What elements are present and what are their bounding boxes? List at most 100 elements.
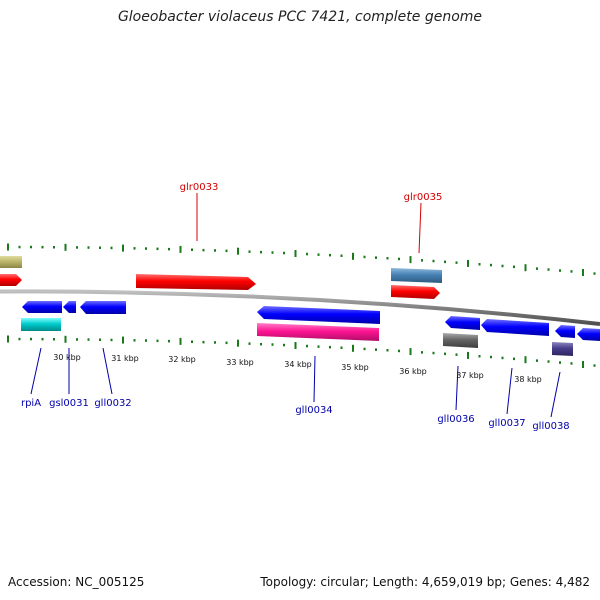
minor-tick: [593, 364, 596, 367]
minor-tick: [248, 342, 251, 345]
minor-tick: [191, 340, 193, 343]
minor-tick: [145, 339, 147, 342]
major-tick: [409, 256, 412, 264]
major-tick: [582, 361, 584, 368]
minor-tick: [363, 347, 366, 351]
feature-other-gll0034: [257, 323, 379, 341]
label-gll0038[interactable]: gll0038: [532, 421, 569, 432]
gene-glr0033[interactable]: [136, 274, 256, 290]
minor-tick: [455, 353, 458, 356]
minor-tick: [444, 260, 446, 264]
major-tick: [294, 342, 297, 349]
minor-tick: [306, 344, 308, 348]
gene-gll0037[interactable]: [481, 319, 549, 336]
minor-tick: [260, 250, 262, 254]
minor-tick: [41, 245, 44, 249]
label-rpiA[interactable]: rpiA: [21, 398, 41, 409]
leader-gll0036: [455, 365, 459, 411]
minor-tick: [490, 355, 492, 359]
major-tick: [409, 348, 412, 356]
minor-tick: [547, 360, 550, 363]
scale-labels: 30 kbp 31 kbp 32 kbp 33 kbp 34 kbp 35 kb…: [53, 353, 542, 384]
major-tick: [179, 245, 182, 253]
minor-tick: [398, 349, 400, 353]
gene-gll0034[interactable]: [257, 306, 380, 324]
genome-backbone: [0, 289, 600, 326]
minor-tick: [317, 345, 320, 348]
label-gll0036[interactable]: gll0036: [437, 414, 474, 425]
genome-summary-text: Topology: circular; Length: 4,659,019 bp…: [260, 575, 590, 589]
label-gll0032[interactable]: gll0032: [94, 398, 131, 409]
major-tick: [582, 269, 584, 276]
minor-tick: [501, 264, 504, 268]
minor-tick: [191, 248, 193, 251]
minor-tick: [30, 337, 32, 341]
scale-label: 32 kbp: [168, 355, 196, 364]
scale-label: 38 kbp: [514, 375, 542, 384]
label-gll0034[interactable]: gll0034: [295, 405, 332, 416]
gene-gll0032[interactable]: [80, 301, 126, 314]
leader-gll0032: [102, 347, 113, 395]
minor-tick: [478, 355, 481, 358]
gene-gll0036[interactable]: [445, 316, 480, 330]
forward-tick-track: [7, 243, 596, 276]
gene-rpiA[interactable]: [22, 301, 62, 313]
label-gll0037[interactable]: gll0037: [488, 418, 525, 429]
minor-tick: [455, 261, 458, 264]
leader-gll0034: [313, 355, 316, 403]
major-tick: [237, 339, 239, 347]
minor-tick: [306, 252, 308, 256]
minor-tick: [340, 254, 343, 257]
major-tick: [352, 344, 354, 352]
major-tick: [64, 335, 67, 343]
minor-tick: [593, 272, 596, 275]
major-tick: [237, 247, 239, 255]
minor-tick: [99, 246, 101, 249]
minor-tick: [363, 255, 366, 259]
feature-other-gll0038: [552, 342, 573, 356]
minor-tick: [53, 246, 55, 249]
minor-tick: [375, 348, 377, 351]
minor-tick: [513, 357, 515, 361]
major-tick: [524, 264, 527, 272]
minor-tick: [156, 339, 159, 343]
minor-tick: [18, 245, 21, 249]
minor-tick: [133, 247, 136, 250]
minor-tick: [76, 246, 78, 249]
minor-tick: [41, 337, 44, 341]
label-glr0035[interactable]: glr0035: [404, 192, 443, 203]
feature-other-left: [0, 256, 22, 268]
minor-tick: [513, 265, 515, 269]
minor-tick: [214, 341, 216, 344]
gene-left-forward: [0, 274, 22, 286]
minor-tick: [340, 346, 343, 349]
leader-rpiA: [30, 347, 42, 395]
minor-tick: [536, 267, 538, 270]
major-tick: [524, 356, 527, 364]
label-gsl0031[interactable]: gsl0031: [49, 398, 89, 409]
minor-tick: [386, 257, 389, 260]
leader-gll0038: [550, 371, 561, 418]
leader-glr0035: [418, 202, 422, 254]
minor-tick: [559, 361, 561, 364]
major-tick: [352, 252, 354, 260]
minor-tick: [168, 247, 170, 251]
scale-label: 31 kbp: [111, 354, 139, 363]
label-glr0033[interactable]: glr0033: [180, 182, 219, 193]
major-tick: [64, 243, 67, 251]
minor-tick: [283, 343, 285, 347]
minor-tick: [110, 338, 113, 342]
major-tick: [467, 259, 469, 267]
minor-tick: [76, 338, 78, 341]
minor-tick: [536, 359, 538, 362]
gene-glr0035[interactable]: [391, 285, 440, 299]
gene-gll0038[interactable]: [555, 325, 575, 338]
minor-tick: [133, 339, 136, 342]
minor-tick: [547, 268, 550, 271]
minor-tick: [317, 253, 320, 256]
gene-gsl0031[interactable]: [63, 301, 76, 313]
minor-tick: [329, 345, 331, 349]
minor-tick: [478, 263, 481, 266]
minor-tick: [271, 343, 274, 346]
